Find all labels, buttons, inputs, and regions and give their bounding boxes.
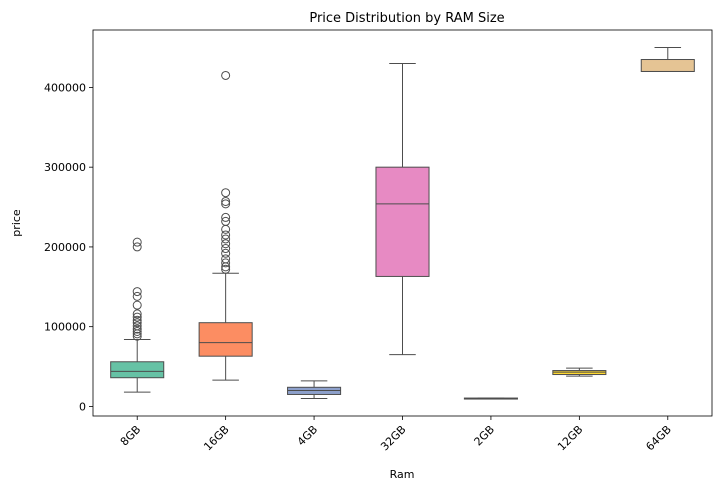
iqr-box (640, 59, 695, 72)
outlier-point (132, 291, 142, 301)
y-tick-label: 100000 (44, 321, 86, 334)
x-tick-label: 12GB (555, 423, 585, 453)
outlier-point (221, 254, 231, 264)
x-tick-label: 64GB (643, 423, 673, 453)
box-4GB (287, 380, 342, 399)
y-axis: 0 100000 200000 300000 400000 (44, 81, 93, 413)
boxes-group (110, 47, 695, 400)
y-tick-label: 300000 (44, 161, 86, 174)
outlier-point (132, 321, 142, 331)
x-tick-label: 16GB (201, 423, 231, 453)
outlier-point (132, 287, 142, 297)
outlier-point (221, 248, 231, 258)
outlier-point (132, 318, 142, 328)
outlier-point (132, 324, 142, 334)
box-8GB (110, 237, 165, 393)
outlier-point (221, 224, 231, 234)
x-tick-label: 4GB (295, 423, 321, 449)
outlier-point (132, 300, 142, 310)
outlier-point (221, 216, 231, 226)
outlier-point (221, 264, 231, 274)
outlier-point (132, 331, 142, 341)
outlier-point (221, 70, 231, 80)
box-12GB (552, 367, 607, 377)
x-axis-label: Ram (390, 468, 415, 481)
y-axis-label: price (10, 209, 23, 237)
outlier-point (221, 212, 231, 222)
outlier-point (221, 199, 231, 209)
x-axis: 8GB 16GB 4GB 32GB 2GB 12GB 64GB (118, 416, 674, 453)
box-32GB (375, 62, 430, 356)
outlier-point (132, 309, 142, 319)
iqr-box (198, 322, 253, 357)
chart-title: Price Distribution by RAM Size (309, 11, 504, 26)
outlier-point (132, 242, 142, 252)
outlier-point (221, 258, 231, 268)
iqr-box (375, 166, 430, 277)
y-tick-label: 200000 (44, 241, 86, 254)
box-2GB (463, 397, 518, 400)
outlier-point (221, 230, 231, 240)
outlier-point (132, 315, 142, 325)
outlier-point (221, 239, 231, 249)
outlier-point (221, 244, 231, 254)
outlier-point (221, 196, 231, 206)
outlier-point (221, 188, 231, 198)
y-tick-label: 0 (79, 400, 86, 413)
x-tick-label: 32GB (378, 423, 408, 453)
box-16GB (198, 70, 253, 381)
outlier-point (132, 237, 142, 247)
outlier-point (221, 234, 231, 244)
outlier-point (132, 312, 142, 322)
x-tick-label: 2GB (472, 423, 498, 449)
iqr-box (110, 361, 165, 379)
box-64GB (640, 47, 695, 72)
outlier-point (132, 326, 142, 336)
y-tick-label: 400000 (44, 81, 86, 94)
x-tick-label: 8GB (118, 423, 144, 449)
